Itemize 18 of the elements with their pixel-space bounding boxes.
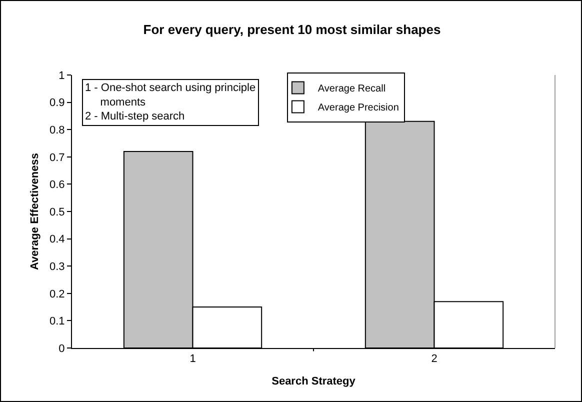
y-tick-label: 0.6 (50, 179, 65, 192)
legend-label: Average Recall (318, 84, 386, 95)
y-tick-label: 0.9 (50, 97, 65, 110)
y-axis-title: Average Effectiveness (29, 153, 42, 270)
y-tick-label: 1 (58, 70, 65, 82)
y-tick-label: 0.1 (50, 316, 65, 328)
chart-title: For every query, present 10 most similar shapes (143, 22, 441, 38)
y-tick-label: 0.3 (50, 260, 65, 273)
y-tick-label: 0.7 (50, 152, 65, 164)
y-tick-label: 0.2 (50, 288, 65, 300)
annotation: 1 - One-shot search using principle moments 2 - Multi-step search (85, 82, 256, 123)
y-tick-label: 0.4 (50, 234, 65, 246)
y-tick-label: 0.8 (50, 124, 65, 136)
x-tick-label: 2 (431, 353, 438, 366)
y-tick-label: 0 (58, 342, 65, 355)
y-tick-label: 0.5 (50, 206, 65, 218)
legend-label: Average Precision (318, 102, 399, 114)
x-axis-title: Search Strategy (272, 375, 356, 388)
